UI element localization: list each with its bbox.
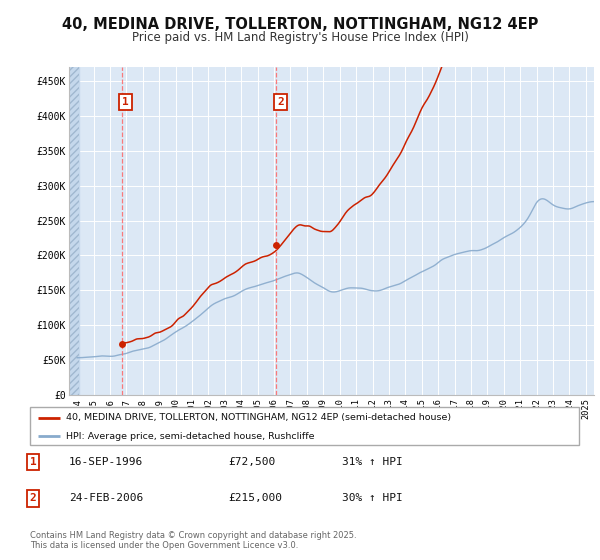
Text: 40, MEDINA DRIVE, TOLLERTON, NOTTINGHAM, NG12 4EP: 40, MEDINA DRIVE, TOLLERTON, NOTTINGHAM,… xyxy=(62,17,538,32)
Text: 31% ↑ HPI: 31% ↑ HPI xyxy=(342,457,403,467)
Text: Price paid vs. HM Land Registry's House Price Index (HPI): Price paid vs. HM Land Registry's House … xyxy=(131,31,469,44)
Text: 1: 1 xyxy=(122,97,129,107)
Bar xyxy=(69,67,79,395)
Bar xyxy=(69,67,79,395)
Text: HPI: Average price, semi-detached house, Rushcliffe: HPI: Average price, semi-detached house,… xyxy=(65,432,314,441)
Text: 1: 1 xyxy=(29,457,37,467)
Text: 30% ↑ HPI: 30% ↑ HPI xyxy=(342,493,403,503)
Text: £72,500: £72,500 xyxy=(228,457,275,467)
Text: £215,000: £215,000 xyxy=(228,493,282,503)
Text: 40, MEDINA DRIVE, TOLLERTON, NOTTINGHAM, NG12 4EP (semi-detached house): 40, MEDINA DRIVE, TOLLERTON, NOTTINGHAM,… xyxy=(65,413,451,422)
Text: 16-SEP-1996: 16-SEP-1996 xyxy=(69,457,143,467)
Text: 2: 2 xyxy=(277,97,284,107)
Text: 24-FEB-2006: 24-FEB-2006 xyxy=(69,493,143,503)
Text: Contains HM Land Registry data © Crown copyright and database right 2025.
This d: Contains HM Land Registry data © Crown c… xyxy=(30,531,356,550)
Text: 2: 2 xyxy=(29,493,37,503)
